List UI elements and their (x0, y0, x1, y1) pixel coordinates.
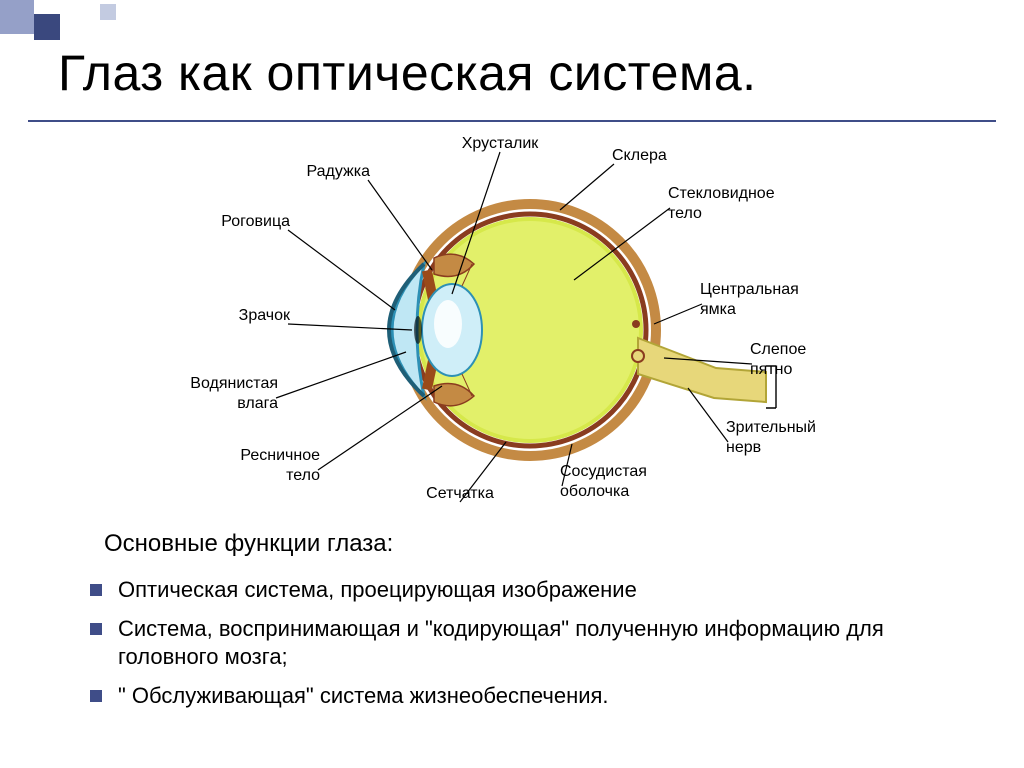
bullet-text: Система, воспринимающая и "кодирующая" п… (118, 615, 984, 672)
corner-accent (0, 0, 140, 40)
svg-text:Склера: Склера (612, 147, 667, 164)
bullet-icon (90, 584, 102, 596)
accent-square-3 (100, 4, 116, 20)
svg-text:Ресничное: Ресничное (240, 447, 320, 464)
slide: Глаз как оптическая система. Хрусталик Ра… (0, 0, 1024, 768)
bullet-text: Оптическая система, проецирующая изображ… (118, 576, 637, 605)
svg-text:Роговица: Роговица (221, 213, 290, 230)
eye-diagram: Хрусталик Радужка Роговица Зрачок Водянистая… (160, 130, 880, 510)
bullet-text: " Обслуживающая" система жизнеобеспечени… (118, 682, 609, 711)
svg-text:пятно: пятно (750, 361, 792, 378)
svg-text:Стекловидное: Стекловидное (668, 185, 775, 202)
bullet-list: Оптическая система, проецирующая изображ… (90, 576, 984, 720)
svg-text:Центральная: Центральная (700, 281, 799, 298)
title-underline-rule (28, 120, 996, 122)
svg-text:Слепое: Слепое (750, 341, 806, 358)
svg-text:Зрачок: Зрачок (239, 307, 291, 324)
svg-text:Сетчатка: Сетчатка (426, 485, 494, 502)
svg-text:Водянистая: Водянистая (190, 375, 278, 392)
accent-square-1 (0, 0, 34, 34)
svg-text:оболочка: оболочка (560, 483, 629, 500)
functions-heading: Основные функции глаза: (104, 530, 393, 558)
svg-text:влага: влага (237, 395, 278, 412)
accent-square-2 (34, 14, 60, 40)
list-item: Система, воспринимающая и "кодирующая" п… (90, 615, 984, 672)
page-title: Глаз как оптическая система. (58, 44, 757, 102)
svg-text:Сосудистая: Сосудистая (560, 463, 647, 480)
svg-text:тело: тело (668, 205, 702, 222)
list-item: Оптическая система, проецирующая изображ… (90, 576, 984, 605)
svg-text:тело: тело (286, 467, 320, 484)
svg-text:Хрусталик: Хрусталик (462, 135, 540, 152)
svg-text:ямка: ямка (700, 301, 736, 318)
svg-text:нерв: нерв (726, 439, 761, 456)
bullet-icon (90, 623, 102, 635)
svg-text:Зрительный: Зрительный (726, 419, 816, 436)
bullet-icon (90, 690, 102, 702)
svg-text:Радужка: Радужка (306, 163, 370, 180)
list-item: " Обслуживающая" система жизнеобеспечени… (90, 682, 984, 711)
eye-diagram-svg: Хрусталик Радужка Роговица Зрачок Водянистая… (160, 130, 880, 510)
